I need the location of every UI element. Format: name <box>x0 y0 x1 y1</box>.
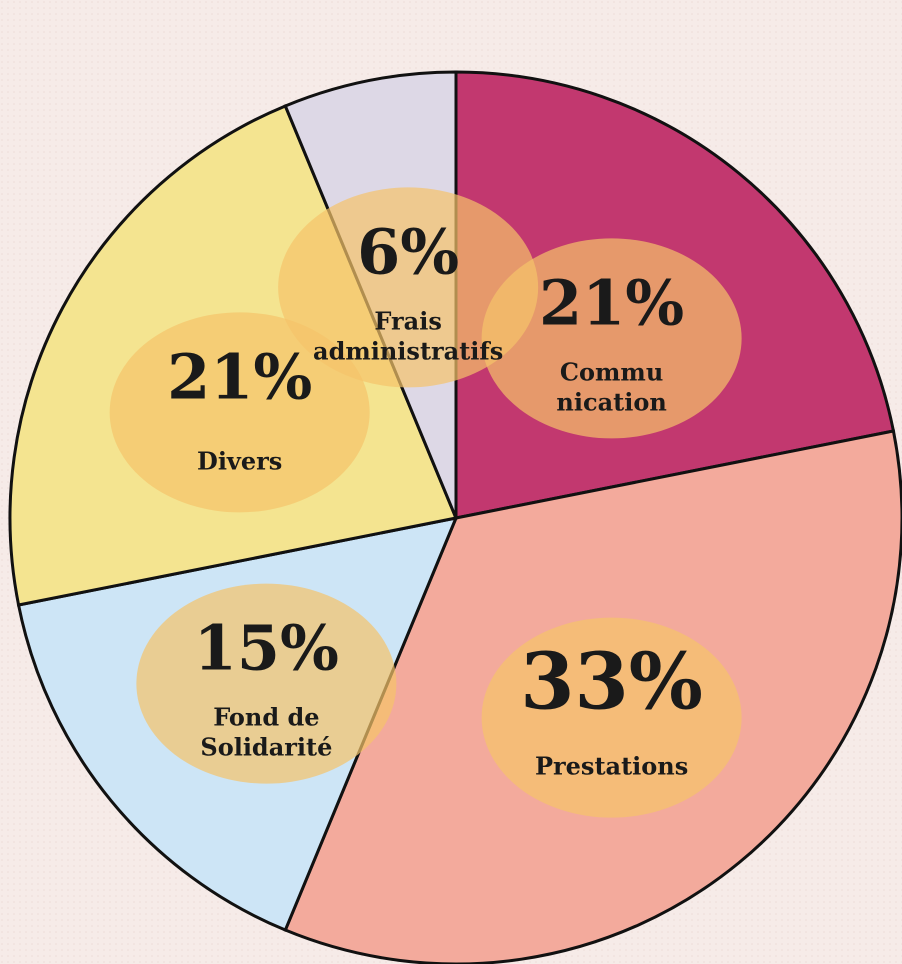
value-label: 21% <box>539 266 684 339</box>
value-label: 6% <box>357 215 459 288</box>
value-label: 15% <box>194 612 339 685</box>
category-label: Prestations <box>535 751 688 780</box>
value-label: 33% <box>520 636 703 727</box>
page: {"chart_data": {"type": "pie", "categori… <box>0 0 902 964</box>
category-label: Divers <box>197 446 282 475</box>
chart: 21% Communication 33% Prestations 15% Fond de… <box>0 0 902 964</box>
value-label: 21% <box>167 340 312 413</box>
